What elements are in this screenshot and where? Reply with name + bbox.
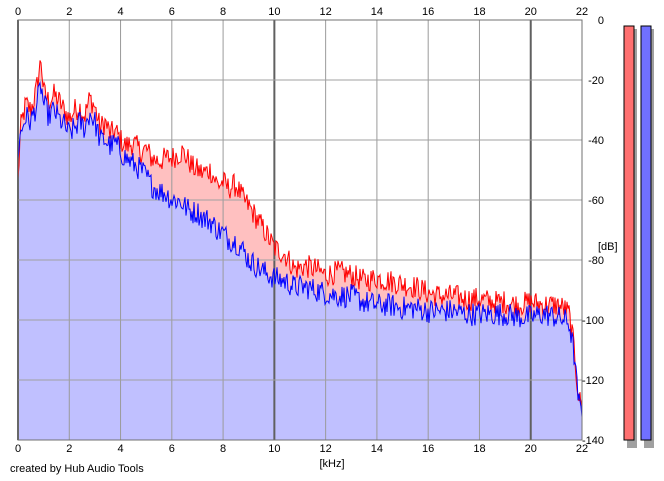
y-tick-4: -80 (588, 255, 604, 267)
x-tick-top-11: 22 (576, 6, 588, 18)
series-1-line (17, 60, 583, 407)
x-tick-bottom-8: 16 (422, 443, 434, 455)
x-tick-top-9: 18 (473, 6, 485, 18)
x-tick-bottom-5: 10 (268, 443, 280, 455)
y-tick-0: 0 (598, 15, 604, 27)
x-tick-bottom-11: 22 (576, 443, 588, 455)
x-tick-bottom-0: 0 (15, 443, 21, 455)
x-tick-top-5: 10 (268, 6, 280, 18)
x-tick-bottom-9: 18 (473, 443, 485, 455)
x-tick-bottom-10: 20 (525, 443, 537, 455)
x-tick-top-8: 16 (422, 6, 434, 18)
credit-text: created by Hub Audio Tools (10, 463, 144, 475)
y-tick-7: -140 (582, 435, 604, 447)
x-tick-top-0: 0 (15, 6, 21, 18)
y-tick-2: -40 (588, 135, 604, 147)
x-tick-top-10: 20 (525, 6, 537, 18)
x-tick-bottom-3: 6 (169, 443, 175, 455)
x-tick-bottom-4: 8 (220, 443, 226, 455)
meter-1-bar (623, 25, 635, 441)
x-tick-top-7: 14 (371, 6, 383, 18)
plot-frame (17, 19, 583, 441)
meter-2-bar (640, 25, 652, 441)
y-tick-6: -120 (582, 375, 604, 387)
y-tick-1: -20 (588, 75, 604, 87)
x-tick-bottom-1: 2 (66, 443, 72, 455)
y-tick-5: -100 (582, 315, 604, 327)
y-tick-3: -60 (588, 195, 604, 207)
x-axis-unit: [kHz] (319, 458, 344, 470)
x-tick-bottom-6: 12 (320, 443, 332, 455)
x-tick-top-6: 12 (320, 6, 332, 18)
x-tick-bottom-7: 14 (371, 443, 383, 455)
series-2-line (17, 80, 583, 418)
y-axis-unit: [dB] (598, 241, 618, 253)
x-tick-top-2: 4 (117, 6, 123, 18)
series-2-area (18, 82, 582, 441)
x-tick-top-4: 8 (220, 6, 226, 18)
x-tick-top-3: 6 (169, 6, 175, 18)
x-tick-top-1: 2 (66, 6, 72, 18)
x-tick-bottom-2: 4 (117, 443, 123, 455)
